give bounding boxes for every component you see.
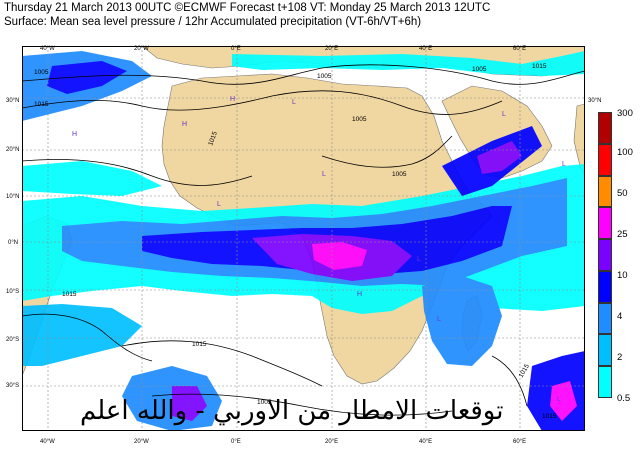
mediterranean-band xyxy=(232,51,585,76)
legend-label: 0.5 xyxy=(617,393,631,404)
legend-label: 25 xyxy=(617,229,628,240)
isobar-label: 1015 xyxy=(542,413,557,420)
south-east-core xyxy=(550,381,577,421)
lat-tick: 30°S xyxy=(6,383,20,389)
lat-tick: 30°N xyxy=(6,98,20,104)
lon-tick: 20°W xyxy=(134,439,149,445)
isobars xyxy=(22,64,585,416)
mozambique-band xyxy=(422,276,502,366)
lon-tick: 40°W xyxy=(40,46,55,52)
isobar-label: 1015 xyxy=(62,291,77,298)
high-marker: H xyxy=(72,131,77,138)
high-marker: H xyxy=(182,121,187,128)
legend-swatch xyxy=(598,302,612,335)
low-marker: L xyxy=(437,316,441,323)
legend-swatch xyxy=(598,366,612,398)
lat-tick: 10°S xyxy=(6,289,20,295)
precipitation-map: 1005 1015 1005 1015 1005 1015 1015 1015 … xyxy=(22,46,585,431)
south-west-cyclone-core xyxy=(172,386,207,421)
lat-tick: 10°N xyxy=(6,194,20,200)
lon-tick: 40°E xyxy=(419,46,433,52)
lon-tick: 0°E xyxy=(231,46,241,52)
isobar-label: 1015 xyxy=(207,130,219,146)
lat-tick: 20°S xyxy=(6,337,20,343)
low-marker: L xyxy=(322,171,326,178)
isobar-label: 1015 xyxy=(532,63,547,70)
south-atlantic-shower xyxy=(22,304,142,366)
legend-label: 300 xyxy=(617,108,633,119)
isobar-label: 1005 xyxy=(317,73,332,80)
legend-swatch xyxy=(598,270,612,303)
western-sahel-light xyxy=(22,161,162,196)
legend-label: 4 xyxy=(617,311,623,322)
precipitation-field xyxy=(22,51,585,431)
map-canvas: 1005 1015 1005 1015 1005 1015 1015 1015 … xyxy=(22,46,585,431)
title-line-2: Surface: Mean sea level pressure / 12hr … xyxy=(4,16,422,28)
legend-swatch xyxy=(598,334,612,367)
legend-label: 10 xyxy=(617,270,628,281)
low-marker: L xyxy=(187,401,191,408)
title-line-1: Thursday 21 March 2013 00UTC ©ECMWF Fore… xyxy=(4,2,491,14)
high-marker: H xyxy=(230,96,235,103)
lat-tick: 20°N xyxy=(6,147,20,153)
lon-tick: 40°W xyxy=(40,439,55,445)
legend-swatch xyxy=(598,207,612,240)
isobar-label: 1015 xyxy=(34,101,49,108)
legend-label: 2 xyxy=(617,352,623,363)
legend-swatch xyxy=(598,112,612,144)
pressure-centres: H H H H L L L L L L L L L xyxy=(72,96,566,408)
legend-swatch xyxy=(598,143,612,176)
low-marker: L xyxy=(562,161,566,168)
lon-tick: 60°E xyxy=(513,439,527,445)
lon-tick: 20°W xyxy=(134,46,149,52)
low-marker: L xyxy=(417,256,421,263)
low-marker: L xyxy=(217,201,221,208)
lat-tick: 30°N xyxy=(588,98,602,104)
isobar-label: 1005 xyxy=(34,69,49,76)
legend-label: 50 xyxy=(617,188,628,199)
lon-tick: 0°E xyxy=(231,439,241,445)
graticule xyxy=(22,46,585,431)
high-marker: H xyxy=(357,291,362,298)
low-marker: L xyxy=(557,396,561,403)
isobar-label: 1005 xyxy=(352,116,367,123)
lon-tick: 40°E xyxy=(419,439,433,445)
precip-legend xyxy=(598,112,612,398)
lon-tick: 60°E xyxy=(513,46,527,52)
isobar-label: 1005 xyxy=(392,171,407,178)
congo-peak xyxy=(312,242,367,270)
lon-tick: 20°E xyxy=(325,46,339,52)
low-marker: L xyxy=(292,99,296,106)
lat-tick: 0°N xyxy=(8,240,19,246)
map-frame xyxy=(22,46,585,431)
lon-tick: 20°E xyxy=(325,439,339,445)
isobar-label: 1005 xyxy=(257,399,272,406)
legend-swatch xyxy=(598,239,612,271)
legend-label: 100 xyxy=(617,147,633,158)
isobar-label: 1005 xyxy=(472,66,487,73)
low-marker: L xyxy=(502,111,506,118)
legend-swatch xyxy=(598,175,612,208)
north-atlantic-core xyxy=(47,61,127,94)
isobar-label: 1015 xyxy=(192,341,207,348)
overlay-caption: توقعات الامطار من الاوربي - والله اعلم xyxy=(80,396,504,426)
horn-peak xyxy=(477,141,522,174)
